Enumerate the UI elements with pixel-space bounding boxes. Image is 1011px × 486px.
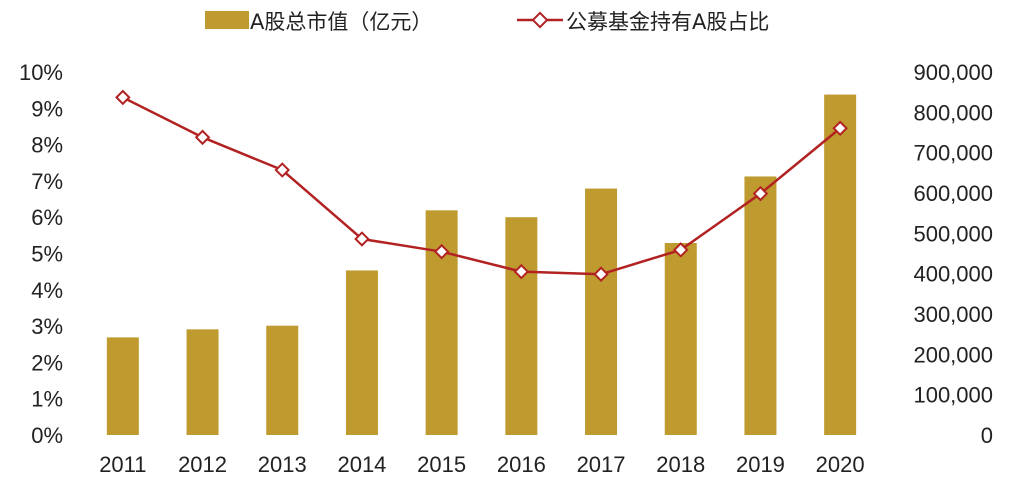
line-point-marker: [274, 162, 291, 178]
x-axis-tick-label: 2019: [736, 452, 785, 477]
bar: [664, 243, 697, 435]
line-series: [115, 89, 848, 282]
right-axis-tick-label: 100,000: [913, 383, 993, 408]
legend-bar-label: A股总市值（亿元）: [250, 10, 432, 34]
x-axis-tick-label: 2012: [178, 452, 227, 477]
x-axis-tick-label: 2017: [577, 452, 626, 477]
right-axis-tick-label: 600,000: [913, 181, 993, 206]
bar: [186, 329, 219, 435]
left-axis-tick-label: 3%: [31, 314, 63, 339]
line-point-marker: [433, 243, 450, 260]
left-axis-tick-label: 7%: [31, 169, 63, 194]
left-axis-tick-label: 9%: [31, 96, 63, 121]
line-point-marker: [513, 263, 530, 280]
right-axis-tick-label: 700,000: [913, 141, 993, 166]
line-point-marker: [115, 89, 131, 106]
left-axis: 0% 1% 2% 3% 4% 5% 6% 7% 8% 9% 10%: [19, 60, 63, 448]
legend: A股总市值（亿元） 公募基金持有A股占比: [205, 10, 769, 34]
right-axis-tick-label: 200,000: [913, 342, 993, 367]
left-axis-tick-label: 6%: [31, 205, 63, 230]
line-point-marker: [752, 185, 769, 202]
line-path: [122, 96, 841, 276]
legend-line-label: 公募基金持有A股占比: [566, 10, 769, 34]
left-axis-tick-label: 5%: [31, 242, 63, 267]
x-axis-tick-label: 2016: [497, 452, 546, 477]
x-axis-tick-label: 2013: [258, 452, 307, 477]
bar: [345, 270, 378, 435]
right-axis: 0 100,000 200,000 300,000 400,000 500,000 600,…: [913, 60, 993, 448]
right-axis-tick-label: 300,000: [913, 302, 993, 327]
left-axis-tick-label: 0%: [31, 423, 63, 448]
right-axis-tick-label: 900,000: [913, 60, 993, 85]
legend-bar-swatch: [205, 11, 249, 29]
left-axis-tick-label: 10%: [19, 60, 63, 85]
bar: [744, 176, 777, 436]
bar: [824, 94, 857, 435]
line-point-marker: [672, 242, 689, 258]
legend-line-marker: [531, 11, 549, 29]
bar: [106, 337, 139, 435]
bar: [585, 188, 618, 435]
line-point-marker: [354, 231, 370, 247]
left-axis-tick-label: 8%: [31, 133, 63, 158]
x-axis: 2011 2012 2013 2014 2015 2016 2017 2018 2019 2020: [99, 452, 864, 477]
bar: [505, 217, 538, 435]
bar: [266, 325, 299, 435]
x-axis-tick-label: 2011: [99, 452, 146, 477]
line-point-marker: [832, 120, 848, 137]
left-axis-tick-label: 4%: [31, 278, 63, 303]
line-point-marker: [593, 266, 609, 282]
x-axis-tick-label: 2015: [417, 452, 466, 477]
line-point-marker: [194, 129, 211, 146]
right-axis-tick-label: 800,000: [913, 100, 993, 125]
right-axis-tick-label: 0: [981, 423, 993, 448]
right-axis-tick-label: 400,000: [913, 262, 993, 287]
left-axis-tick-label: 1%: [31, 387, 63, 412]
x-axis-tick-label: 2014: [337, 452, 386, 477]
right-axis-tick-label: 500,000: [913, 221, 993, 246]
bar-series: [106, 94, 857, 436]
x-axis-tick-label: 2018: [656, 452, 705, 477]
x-axis-tick-label: 2020: [816, 452, 865, 477]
left-axis-tick-label: 2%: [31, 350, 63, 375]
